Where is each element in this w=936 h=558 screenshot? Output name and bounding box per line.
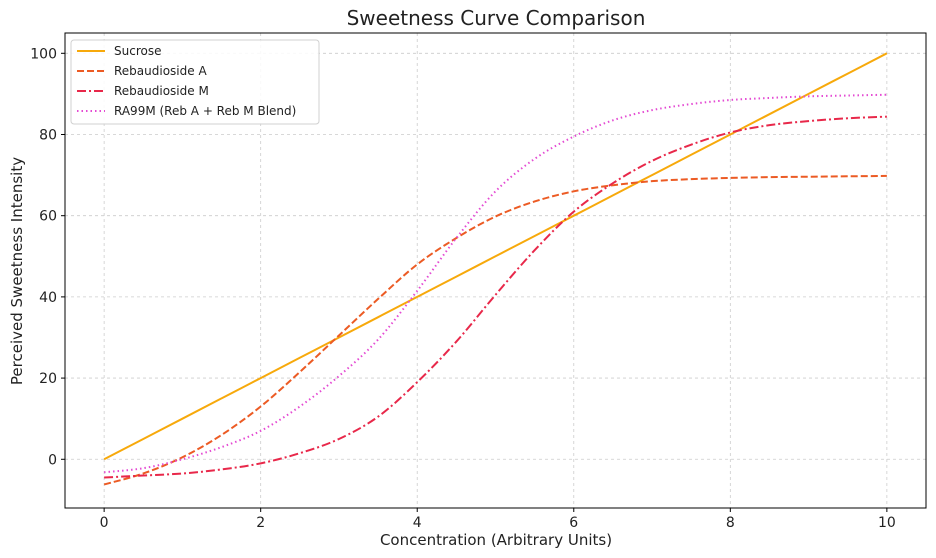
y-tick-label: 40 [39,290,57,306]
y-tick-label: 100 [30,46,57,62]
series-line-2 [104,115,887,479]
series-line-1 [103,174,887,486]
legend-box [70,39,320,125]
y-axis-label: Perceived Sweetness Intensity [8,157,26,385]
x-tick-label: 10 [878,515,896,531]
x-tick-label: 6 [569,515,578,531]
plot-frame [64,32,927,509]
x-tick-label: 2 [256,515,265,531]
legend-label-0: Sucrose [114,44,161,58]
y-tick-label: 60 [39,209,57,225]
legend-label-2: Rebaudioside M [114,84,209,98]
y-tick-label: 80 [39,127,57,143]
legend: Sucrose Rebaudioside A Rebaudioside M RA99M… [70,39,320,125]
y-tick-label: 20 [39,371,57,387]
series-layer [103,52,888,486]
legend-label-1: Rebaudioside A [114,64,207,78]
legend-label-3: RA99M (Reb A + Reb M Blend) [114,104,296,118]
x-tick-label: 8 [726,515,735,531]
x-tick-label: 0 [100,515,109,531]
x-tick-label: 4 [413,515,422,531]
chart-title: Sweetness Curve Comparison [347,6,646,30]
y-tick-label: 0 [48,452,57,468]
series-line-3 [104,93,887,474]
series-line-0 [103,52,888,461]
x-axis-label: Concentration (Arbitrary Units) [380,531,612,549]
